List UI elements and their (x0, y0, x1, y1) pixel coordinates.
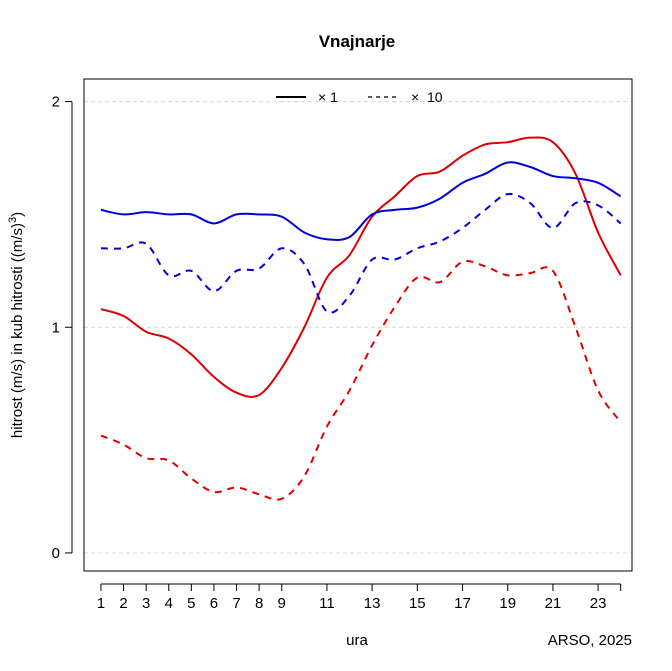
credit-text: ARSO, 2025 (548, 632, 632, 649)
y-axis-label-close: ) (9, 212, 26, 217)
legend-label-x1: × 1 (318, 89, 338, 105)
x-tick-label-11: 15 (409, 595, 426, 612)
x-tick-label-3: 4 (165, 595, 173, 612)
x-axis: 1 2 3 4 5 6 7 8 9 11 13 15 17 19 21 23 (97, 583, 622, 612)
y-axis-label-main: hitrost (m/s) in kub hitrosti ((m/s) (9, 223, 26, 438)
x-tick-label-4: 5 (187, 595, 195, 612)
x-tick-label-1: 2 (119, 595, 127, 612)
y-tick-label-0: 0 (52, 545, 60, 562)
x-tick-label-15: 23 (590, 595, 607, 612)
x-tick-label-8: 9 (278, 595, 286, 612)
chart-title: Vnajnarje (319, 32, 396, 51)
y-tick-label-2: 2 (52, 94, 60, 111)
x-axis-label: ura (346, 632, 368, 649)
y-axis-label: hitrost (m/s) in kub hitrosti ((m/s)3) (7, 212, 26, 438)
x-tick-label-6: 7 (232, 595, 240, 612)
y-axis-label-superscript: 3 (7, 217, 19, 223)
x-tick-label-14: 21 (545, 595, 562, 612)
x-tick-label-9: 11 (319, 595, 335, 612)
x-tick-label-0: 1 (97, 595, 105, 612)
legend: × 1 × 10 (276, 89, 443, 105)
grid-lines (84, 101, 632, 554)
series-line-0 (100, 136, 622, 398)
x-tick-label-12: 17 (454, 595, 471, 612)
series-group (100, 136, 622, 501)
legend-label-x10: × 10 (411, 89, 443, 105)
y-tick-label-1: 1 (52, 319, 60, 336)
x-tick-label-5: 6 (210, 595, 218, 612)
x-tick-label-2: 3 (142, 595, 150, 612)
series-line-1 (100, 260, 622, 501)
x-tick-label-7: 8 (255, 595, 263, 612)
series-line-3 (100, 192, 622, 314)
y-axis: 0 1 2 (52, 94, 73, 562)
x-tick-label-10: 13 (364, 595, 381, 612)
plot-frame (83, 78, 633, 572)
series-line-2 (100, 161, 622, 241)
x-tick-label-13: 19 (499, 595, 516, 612)
